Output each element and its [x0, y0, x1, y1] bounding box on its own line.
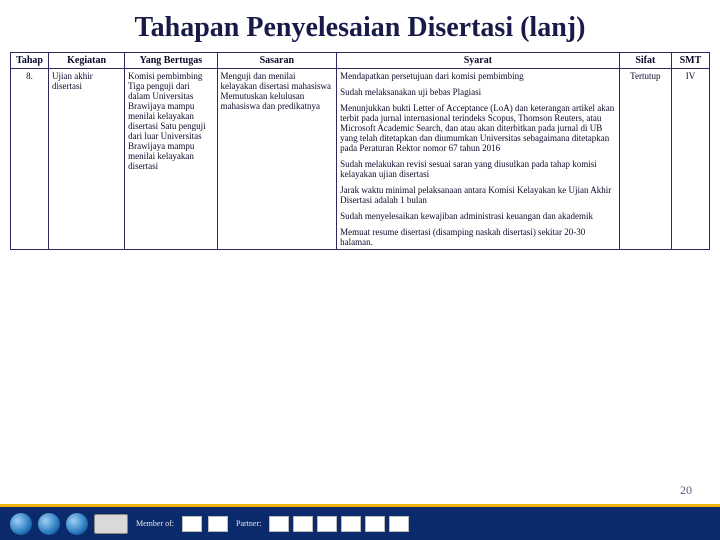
- member-of-label: Member of:: [136, 519, 174, 528]
- syarat-item: Mendapatkan persetujuan dari komisi pemb…: [340, 71, 616, 81]
- partner-label: Partner:: [236, 519, 261, 528]
- cell-bertugas: Komisi pembimbing Tiga penguji dari dala…: [125, 69, 217, 250]
- col-syarat: Syarat: [337, 53, 620, 69]
- q-badge-icon: [66, 513, 88, 535]
- partner-logo-icon: [341, 516, 361, 532]
- cert-plaque-icon: [94, 514, 128, 534]
- syarat-item: Sudah melaksanakan uji bebas Plagiasi: [340, 87, 616, 97]
- cell-sasaran: Menguji dan menilai kelayakan disertasi …: [217, 69, 337, 250]
- table-container: Tahap Kegiatan Yang Bertugas Sasaran Sya…: [0, 52, 720, 250]
- slide-title: Tahapan Penyelesaian Disertasi (lanj): [0, 0, 720, 52]
- col-bertugas: Yang Bertugas: [125, 53, 217, 69]
- footer-bar: Member of: Partner:: [0, 504, 720, 540]
- syarat-item: Sudah menyelesaikan kewajiban administra…: [340, 211, 616, 221]
- cell-tahap: 8.: [11, 69, 49, 250]
- col-tahap: Tahap: [11, 53, 49, 69]
- syarat-item: Menunjukkan bukti Letter of Acceptance (…: [340, 103, 616, 153]
- col-smt: SMT: [671, 53, 709, 69]
- dissertation-stages-table: Tahap Kegiatan Yang Bertugas Sasaran Sya…: [10, 52, 710, 250]
- partner-logo-icon: [293, 516, 313, 532]
- cell-syarat: Mendapatkan persetujuan dari komisi pemb…: [337, 69, 620, 250]
- partner-logo-icon: [317, 516, 337, 532]
- abest-logo-icon: [208, 516, 228, 532]
- syarat-item: Memuat resume disertasi (disamping naska…: [340, 227, 616, 247]
- globe-icon: [38, 513, 60, 535]
- col-sifat: Sifat: [619, 53, 671, 69]
- cell-smt: IV: [671, 69, 709, 250]
- syarat-item: Jarak waktu minimal pelaksanaan antara K…: [340, 185, 616, 205]
- cell-kegiatan: Ujian akhir disertasi: [49, 69, 125, 250]
- partner-logo-icon: [365, 516, 385, 532]
- aacsb-logo-icon: [182, 516, 202, 532]
- col-sasaran: Sasaran: [217, 53, 337, 69]
- partner-logo-icon: [269, 516, 289, 532]
- col-kegiatan: Kegiatan: [49, 53, 125, 69]
- partner-logos: [269, 516, 409, 532]
- syarat-item: Sudah melakukan revisi sesuai saran yang…: [340, 159, 616, 179]
- table-header-row: Tahap Kegiatan Yang Bertugas Sasaran Sya…: [11, 53, 710, 69]
- table-row: 8. Ujian akhir disertasi Komisi pembimbi…: [11, 69, 710, 250]
- page-number: 20: [680, 483, 692, 498]
- cell-sifat: Tertutup: [619, 69, 671, 250]
- partner-logo-icon: [389, 516, 409, 532]
- crest-icon: [10, 513, 32, 535]
